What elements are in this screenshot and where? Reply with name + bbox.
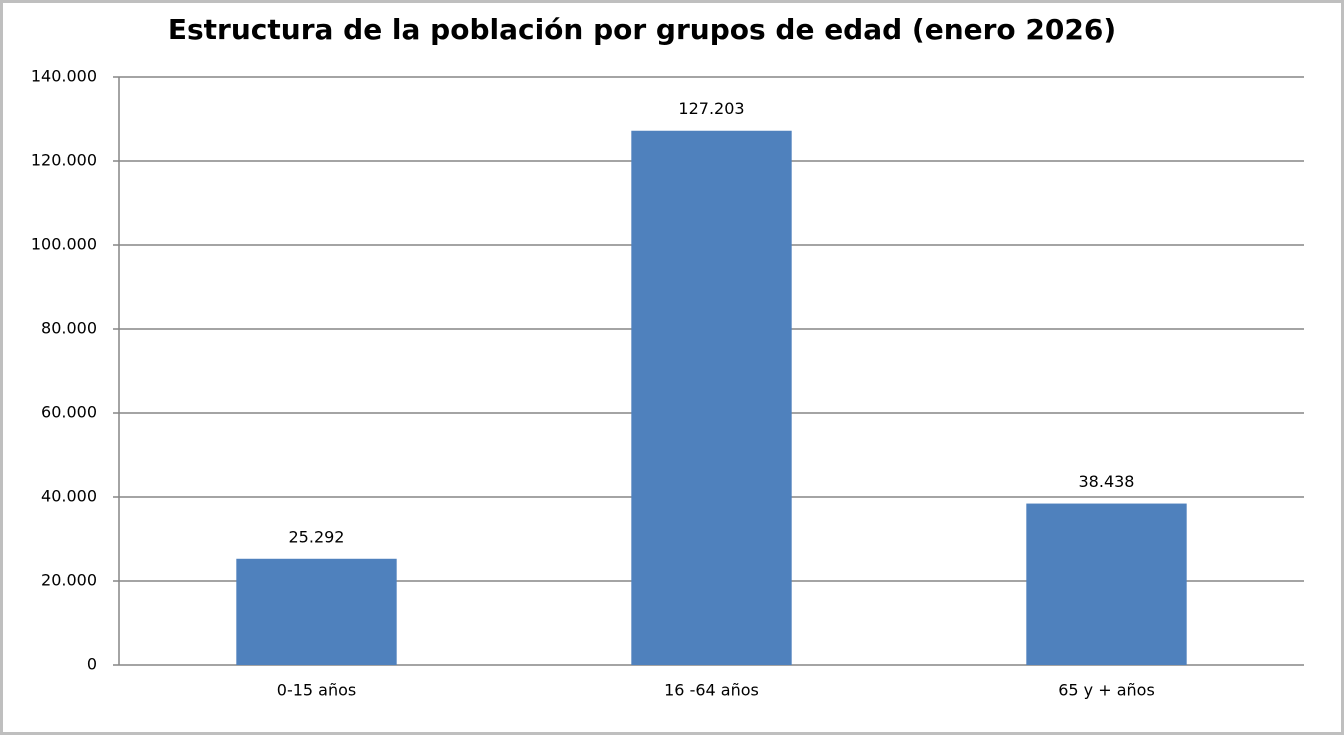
value-label: 25.292	[289, 527, 345, 546]
x-tick-label: 65 y + años	[1058, 681, 1155, 700]
bar	[236, 558, 397, 665]
y-tick-label: 0	[87, 655, 97, 674]
chart-title: Estructura de la población por grupos de…	[168, 13, 1116, 46]
y-tick-label: 60.000	[41, 403, 97, 422]
bar	[631, 130, 792, 665]
y-tick-label: 100.000	[31, 235, 97, 254]
y-tick-label: 140.000	[31, 67, 97, 86]
value-label: 127.203	[678, 99, 744, 118]
y-tick-label: 120.000	[31, 151, 97, 170]
x-tick-label: 0-15 años	[277, 681, 356, 700]
bar	[1026, 503, 1187, 665]
y-tick-label: 40.000	[41, 487, 97, 506]
x-tick-label: 16 -64 años	[664, 681, 759, 700]
y-tick-label: 80.000	[41, 319, 97, 338]
value-label: 38.438	[1079, 472, 1135, 491]
y-tick-label: 20.000	[41, 571, 97, 590]
